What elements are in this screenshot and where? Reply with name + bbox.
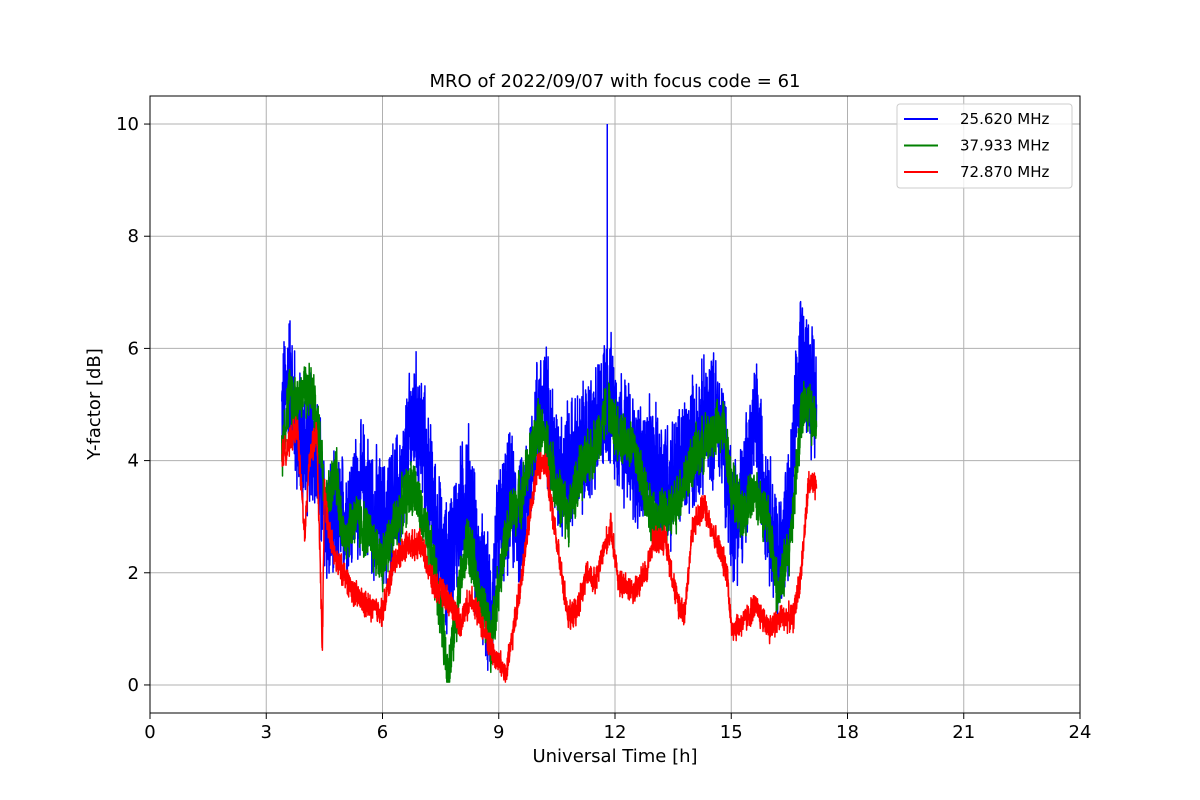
x-tick-label: 6 xyxy=(377,722,388,743)
legend-box xyxy=(896,103,1073,189)
x-tick-label: 0 xyxy=(144,722,155,743)
series-line-2 xyxy=(281,416,818,683)
plot-area xyxy=(281,124,818,683)
y-tick-label: 0 xyxy=(128,675,139,696)
legend-label-2: 72.870 MHz xyxy=(960,163,1049,181)
legend-label-0: 25.620 MHz xyxy=(960,110,1049,128)
x-tick-label: 15 xyxy=(720,722,743,743)
x-tick-label: 9 xyxy=(493,722,504,743)
y-axis-label: Y-factor [dB] xyxy=(84,348,105,461)
y-tick-label: 4 xyxy=(128,451,139,472)
y-axis: 0 2 4 6 8 10 xyxy=(116,114,150,696)
y-tick-label: 2 xyxy=(128,563,139,584)
legend-label-1: 37.933 MHz xyxy=(960,137,1049,155)
y-tick-label: 10 xyxy=(116,114,139,135)
x-tick-label: 12 xyxy=(604,722,627,743)
y-tick-label: 8 xyxy=(128,226,139,247)
x-tick-label: 21 xyxy=(952,722,975,743)
x-axis: 0 3 6 9 12 15 18 21 24 xyxy=(144,713,1091,743)
x-axis-label: Universal Time [h] xyxy=(532,746,697,767)
x-tick-label: 3 xyxy=(261,722,272,743)
x-tick-label: 24 xyxy=(1069,722,1092,743)
x-tick-label: 18 xyxy=(836,722,859,743)
y-tick-label: 6 xyxy=(128,338,139,359)
chart-title: MRO of 2022/09/07 with focus code = 61 xyxy=(430,71,801,92)
legend: 25.620 MHz 37.933 MHz 72.870 MHz xyxy=(896,103,1073,189)
